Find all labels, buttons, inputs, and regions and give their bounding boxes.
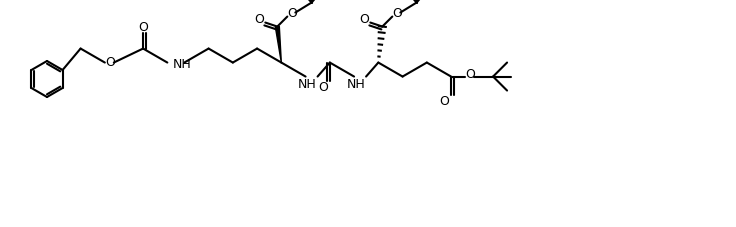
Text: O: O [439,95,449,108]
Text: NH: NH [298,78,317,91]
Text: O: O [287,7,297,20]
Text: O: O [465,68,475,81]
Text: O: O [318,81,328,94]
Text: O: O [105,56,115,69]
Text: O: O [359,13,369,26]
Text: O: O [255,13,264,26]
Text: O: O [138,21,148,34]
Polygon shape [275,26,281,63]
Text: NH: NH [347,78,366,91]
Text: NH: NH [172,58,191,71]
Text: O: O [392,7,403,20]
